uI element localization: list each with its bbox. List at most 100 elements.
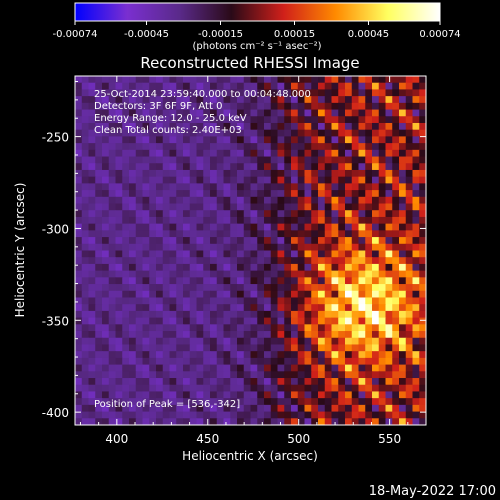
heatmap-cell	[351, 203, 360, 211]
heatmap-cell	[351, 331, 360, 339]
heatmap-cell	[216, 270, 225, 278]
heatmap-cell	[122, 284, 130, 292]
heatmap-cell	[399, 284, 407, 292]
heatmap-cell	[405, 102, 414, 111]
heatmap-cell	[88, 169, 96, 178]
heatmap-cell	[297, 216, 306, 225]
heatmap-cell	[338, 89, 346, 97]
heatmap-cell	[324, 391, 333, 399]
heatmap-cell	[358, 371, 366, 379]
heatmap-cell	[169, 284, 177, 292]
heatmap-cell	[264, 169, 272, 178]
heatmap-cell	[88, 398, 96, 406]
heatmap-cell	[156, 297, 164, 305]
heatmap-cell	[392, 337, 400, 346]
heatmap-cell	[149, 82, 157, 91]
heatmap-cell	[216, 290, 225, 299]
heatmap-cell	[297, 304, 306, 312]
heatmap-cell	[385, 384, 393, 393]
heatmap-cell	[331, 398, 339, 406]
heatmap-cell	[108, 230, 117, 238]
heatmap-cell	[412, 324, 420, 332]
x-tick-label: 500	[287, 432, 310, 446]
heatmap-cell	[345, 270, 353, 278]
heatmap-cell	[230, 210, 238, 218]
heatmap-cell	[169, 331, 177, 339]
heatmap-cell	[196, 357, 204, 366]
heatmap-cell	[108, 304, 117, 312]
heatmap-cell	[183, 163, 191, 171]
heatmap-cell	[75, 203, 83, 211]
heatmap-cell	[95, 116, 103, 124]
heatmap-cell	[318, 176, 326, 184]
heatmap-cell	[223, 223, 231, 231]
heatmap-cell	[291, 304, 299, 312]
heatmap-cell	[324, 411, 333, 419]
heatmap-cell	[378, 411, 387, 419]
heatmap-cell	[331, 418, 339, 425]
heatmap-cell	[196, 337, 204, 346]
heatmap-cell	[169, 398, 177, 406]
colorbar-ticks: -0.00074 -0.00045 -0.00015 0.00015 0.00045 0.…	[53, 21, 461, 40]
heatmap-cell	[405, 344, 414, 352]
heatmap-cell	[88, 404, 96, 413]
heatmap-cell	[277, 337, 285, 346]
heatmap-cell	[264, 317, 272, 325]
heatmap-cell	[392, 96, 400, 104]
heatmap-cell	[108, 364, 117, 372]
heatmap-cell	[264, 143, 272, 151]
heatmap-cell	[277, 143, 285, 151]
heatmap-cell	[365, 203, 373, 211]
heatmap-cell	[412, 378, 420, 386]
heatmap-cell	[338, 310, 346, 319]
heatmap-cell	[257, 290, 265, 299]
heatmap-cell	[162, 122, 171, 131]
heatmap-cell	[223, 290, 231, 299]
heatmap-cell	[257, 136, 265, 144]
heatmap-cell	[392, 263, 400, 272]
heatmap-cell	[122, 163, 130, 171]
heatmap-cell	[378, 176, 387, 184]
heatmap-cell	[216, 183, 225, 191]
heatmap-cell	[88, 371, 96, 379]
heatmap-cell	[230, 344, 238, 352]
heatmap-cell	[88, 290, 96, 299]
heatmap-cell	[115, 290, 123, 299]
heatmap-cell	[156, 270, 164, 278]
heatmap-cell	[250, 344, 258, 352]
heatmap-cell	[291, 284, 299, 292]
heatmap-cell	[237, 163, 245, 171]
heatmap-cell	[88, 143, 96, 151]
heatmap-cell	[129, 391, 137, 399]
heatmap-cell	[264, 210, 272, 218]
heatmap-cell	[304, 169, 312, 178]
heatmap-cell	[324, 82, 333, 91]
heatmap-cell	[88, 96, 96, 104]
heatmap-cell	[365, 391, 373, 399]
colorbar-tick-label: -0.00015	[198, 29, 243, 40]
heatmap-cell	[115, 324, 123, 332]
heatmap-cell	[223, 156, 231, 164]
heatmap-cell	[102, 243, 110, 252]
heatmap-cell	[372, 344, 380, 352]
heatmap-cell	[230, 297, 238, 305]
heatmap-cell	[419, 82, 426, 91]
heatmap-cell	[142, 237, 150, 245]
heatmap-cell	[189, 331, 198, 339]
heatmap-cell	[176, 317, 184, 325]
heatmap-cell	[135, 237, 144, 245]
heatmap-cell	[264, 116, 272, 124]
heatmap-cell	[210, 310, 218, 319]
heatmap-cell	[284, 203, 292, 211]
heatmap-cell	[129, 404, 137, 413]
heatmap-cell	[156, 243, 164, 252]
heatmap-cell	[129, 357, 137, 366]
heatmap-cell	[318, 230, 326, 238]
heatmap-cell	[257, 109, 265, 117]
heatmap-cell	[277, 183, 285, 191]
heatmap-cell	[129, 317, 137, 325]
heatmap-cell	[331, 136, 339, 144]
heatmap-cell	[331, 237, 339, 245]
heatmap-cell	[183, 216, 191, 225]
heatmap-cell	[304, 122, 312, 131]
